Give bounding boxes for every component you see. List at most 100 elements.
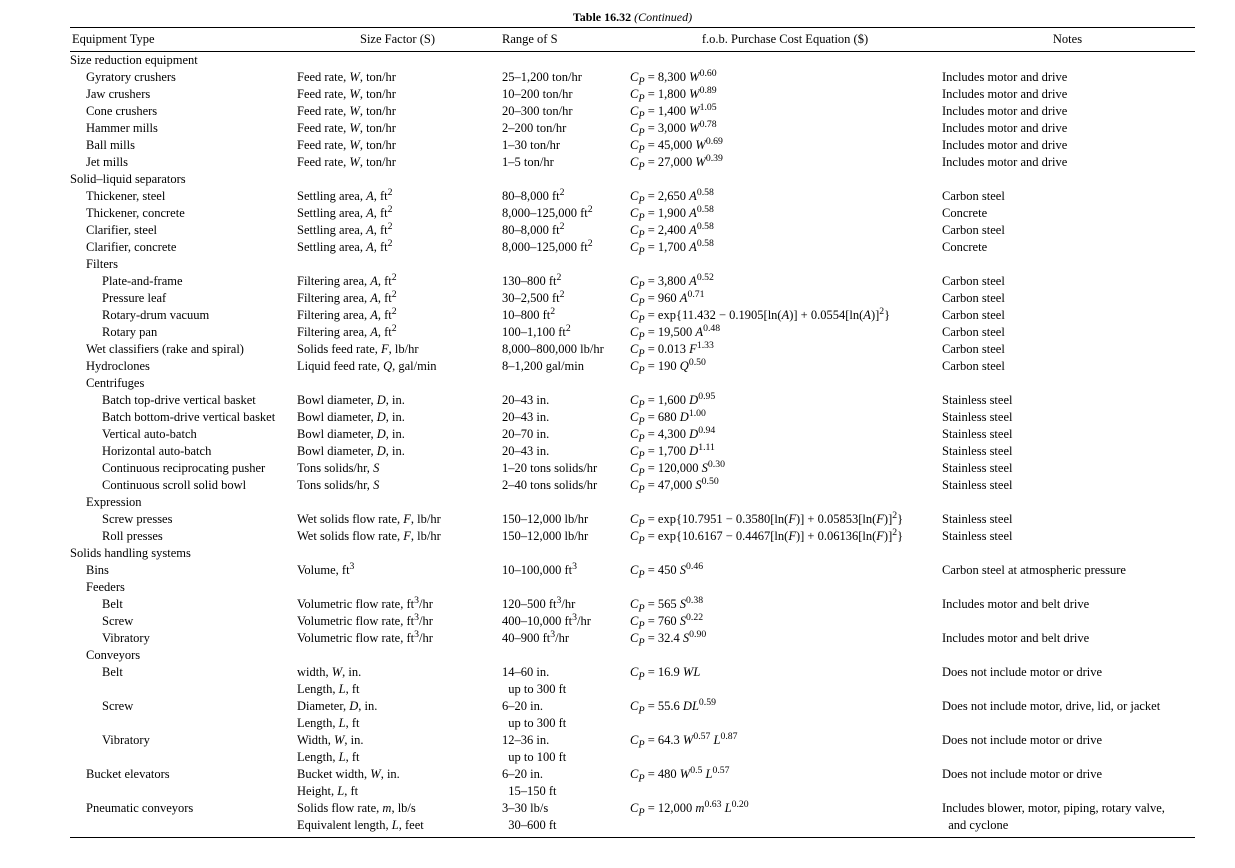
cell-notes: Includes motor and belt drive <box>940 596 1195 613</box>
cell-notes <box>940 494 1195 511</box>
cell-notes: Stainless steel <box>940 511 1195 528</box>
cell-size-factor: Bowl diameter, D, in. <box>295 409 500 426</box>
header-range: Range of S <box>500 28 630 52</box>
cell-cost-equation <box>630 545 940 562</box>
cell-cost-equation <box>630 171 940 188</box>
cell-size-factor: Settling area, A, ft2 <box>295 222 500 239</box>
cell-range: 10–100,000 ft3 <box>500 562 630 579</box>
cell-range: 20–300 ton/hr <box>500 103 630 120</box>
cell-equipment: Clarifier, steel <box>70 222 295 239</box>
cell-notes: Concrete <box>940 239 1195 256</box>
cell-cost-equation: CP = exp{10.7951 − 0.3580[ln(F)] + 0.058… <box>630 511 940 528</box>
cell-equipment: Wet classifiers (rake and spiral) <box>70 341 295 358</box>
table-row: Clarifier, concreteSettling area, A, ft2… <box>70 239 1195 256</box>
cell-cost-equation <box>630 749 940 766</box>
cell-equipment: Rotary pan <box>70 324 295 341</box>
cell-notes <box>940 171 1195 188</box>
cell-cost-equation <box>630 579 940 596</box>
table-caption: Table 16.32 (Continued) <box>70 10 1195 25</box>
cell-equipment: Hammer mills <box>70 120 295 137</box>
cell-equipment: Screw <box>70 613 295 630</box>
cell-notes: Carbon steel <box>940 273 1195 290</box>
cell-notes: Carbon steel <box>940 307 1195 324</box>
table-row: Horizontal auto-batchBowl diameter, D, i… <box>70 443 1195 460</box>
table-row: Jaw crushersFeed rate, W, ton/hr10–200 t… <box>70 86 1195 103</box>
cell-cost-equation: CP = 4,300 D0.94 <box>630 426 940 443</box>
cell-notes <box>940 256 1195 273</box>
cell-equipment: Feeders <box>70 579 295 596</box>
cell-range: 80–8,000 ft2 <box>500 222 630 239</box>
cell-size-factor <box>295 494 500 511</box>
cell-cost-equation: CP = 2,400 A0.58 <box>630 222 940 239</box>
cell-notes <box>940 545 1195 562</box>
cell-cost-equation: CP = 55.6 DL0.59 <box>630 698 940 715</box>
cell-size-factor <box>295 171 500 188</box>
cell-size-factor: Diameter, D, in. <box>295 698 500 715</box>
cell-range: up to 300 ft <box>500 681 630 698</box>
cell-range: 12–36 in. <box>500 732 630 749</box>
cell-equipment <box>70 715 295 732</box>
cell-notes: Does not include motor or drive <box>940 732 1195 749</box>
cell-cost-equation: CP = exp{11.432 − 0.1905[ln(A)] + 0.0554… <box>630 307 940 324</box>
table-row: Continuous reciprocating pusherTons soli… <box>70 460 1195 477</box>
cell-range <box>500 647 630 664</box>
table-row: Rotary panFiltering area, A, ft2100–1,10… <box>70 324 1195 341</box>
cell-equipment: Belt <box>70 596 295 613</box>
cell-cost-equation: CP = 190 Q0.50 <box>630 358 940 375</box>
cell-notes: Stainless steel <box>940 426 1195 443</box>
cell-range: 30–600 ft <box>500 817 630 838</box>
cell-notes: Stainless steel <box>940 460 1195 477</box>
table-row: BinsVolume, ft310–100,000 ft3CP = 450 S0… <box>70 562 1195 579</box>
cell-cost-equation <box>630 494 940 511</box>
cell-notes: Includes blower, motor, piping, rotary v… <box>940 800 1195 817</box>
table-row: Size reduction equipment <box>70 52 1195 70</box>
cell-equipment: Vibratory <box>70 630 295 647</box>
table-row: Jet millsFeed rate, W, ton/hr1–5 ton/hrC… <box>70 154 1195 171</box>
cell-notes: Does not include motor or drive <box>940 766 1195 783</box>
cell-size-factor: Settling area, A, ft2 <box>295 188 500 205</box>
cell-cost-equation: CP = 45,000 W0.69 <box>630 137 940 154</box>
cell-notes: Carbon steel <box>940 290 1195 307</box>
cell-equipment <box>70 783 295 800</box>
cell-size-factor: Filtering area, A, ft2 <box>295 273 500 290</box>
table-row: Pneumatic conveyorsSolids flow rate, m, … <box>70 800 1195 817</box>
cell-equipment: Clarifier, concrete <box>70 239 295 256</box>
cell-size-factor: Feed rate, W, ton/hr <box>295 137 500 154</box>
cell-range: up to 100 ft <box>500 749 630 766</box>
cell-notes: Does not include motor or drive <box>940 664 1195 681</box>
cell-range: 2–40 tons solids/hr <box>500 477 630 494</box>
cell-notes: Includes motor and drive <box>940 137 1195 154</box>
table-row: Thickener, steelSettling area, A, ft280–… <box>70 188 1195 205</box>
cell-notes <box>940 375 1195 392</box>
table-row: Vertical auto-batchBowl diameter, D, in.… <box>70 426 1195 443</box>
cell-size-factor <box>295 647 500 664</box>
table-row: Wet classifiers (rake and spiral)Solids … <box>70 341 1195 358</box>
cell-range: 1–5 ton/hr <box>500 154 630 171</box>
cost-table: Equipment Type Size Factor (S) Range of … <box>70 27 1195 838</box>
cell-range: 25–1,200 ton/hr <box>500 69 630 86</box>
cell-size-factor: Feed rate, W, ton/hr <box>295 120 500 137</box>
cell-equipment: Rotary-drum vacuum <box>70 307 295 324</box>
table-row: VibratoryVolumetric flow rate, ft3/hr40–… <box>70 630 1195 647</box>
cell-cost-equation: CP = 450 S0.46 <box>630 562 940 579</box>
cell-equipment: Horizontal auto-batch <box>70 443 295 460</box>
cell-notes: Stainless steel <box>940 443 1195 460</box>
cell-range <box>500 375 630 392</box>
cell-cost-equation: CP = 120,000 S0.30 <box>630 460 940 477</box>
cell-notes <box>940 613 1195 630</box>
cell-range: 100–1,100 ft2 <box>500 324 630 341</box>
cell-notes: Includes motor and drive <box>940 69 1195 86</box>
cell-range: 150–12,000 lb/hr <box>500 528 630 545</box>
cell-equipment: Jet mills <box>70 154 295 171</box>
table-row: ScrewVolumetric flow rate, ft3/hr400–10,… <box>70 613 1195 630</box>
cell-size-factor: width, W, in. <box>295 664 500 681</box>
cell-size-factor: Length, L, ft <box>295 715 500 732</box>
cell-size-factor: Bowl diameter, D, in. <box>295 426 500 443</box>
table-row: Ball millsFeed rate, W, ton/hr1–30 ton/h… <box>70 137 1195 154</box>
cell-cost-equation: CP = 64.3 W0.57 L0.87 <box>630 732 940 749</box>
cell-size-factor: Feed rate, W, ton/hr <box>295 154 500 171</box>
cell-size-factor: Height, L, ft <box>295 783 500 800</box>
table-row: Length, L, ft up to 300 ft <box>70 715 1195 732</box>
cell-notes: Includes motor and drive <box>940 86 1195 103</box>
table-row: VibratoryWidth, W, in.12–36 in.CP = 64.3… <box>70 732 1195 749</box>
